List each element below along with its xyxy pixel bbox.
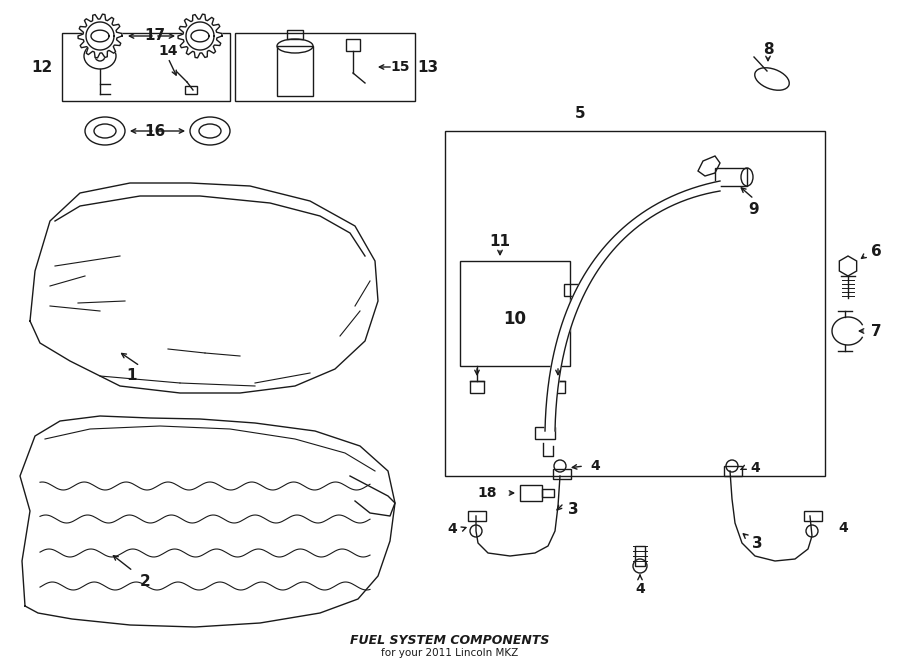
Bar — [287, 30, 303, 39]
Polygon shape — [840, 256, 857, 276]
Text: 14: 14 — [158, 44, 178, 58]
Bar — [724, 466, 742, 476]
Text: 4: 4 — [750, 461, 760, 475]
Text: 13: 13 — [418, 59, 438, 75]
Polygon shape — [178, 14, 222, 58]
Bar — [470, 381, 484, 393]
Circle shape — [129, 220, 161, 252]
Text: 15: 15 — [391, 60, 410, 74]
Polygon shape — [698, 156, 720, 176]
Bar — [553, 469, 571, 479]
Polygon shape — [30, 183, 378, 393]
Bar — [346, 39, 360, 51]
Circle shape — [245, 566, 265, 586]
Circle shape — [315, 511, 325, 521]
Circle shape — [250, 571, 260, 581]
Text: 4: 4 — [447, 522, 457, 536]
Bar — [564, 284, 578, 296]
Circle shape — [191, 292, 219, 320]
Text: 6: 6 — [870, 243, 881, 258]
Text: 18: 18 — [478, 486, 497, 500]
Text: 11: 11 — [490, 233, 510, 249]
Bar — [277, 46, 313, 96]
Circle shape — [113, 204, 177, 268]
Ellipse shape — [755, 68, 789, 91]
Circle shape — [243, 259, 327, 343]
Text: 3: 3 — [752, 535, 762, 551]
Text: 16: 16 — [144, 124, 166, 139]
Bar — [235, 33, 415, 101]
Bar — [715, 168, 747, 186]
Text: 4: 4 — [590, 459, 600, 473]
Bar — [445, 131, 825, 476]
Text: 10: 10 — [503, 310, 526, 328]
Bar — [468, 511, 486, 521]
Text: 17: 17 — [144, 28, 166, 44]
Text: 8: 8 — [762, 42, 773, 56]
Polygon shape — [78, 14, 122, 58]
Text: FUEL SYSTEM COMPONENTS: FUEL SYSTEM COMPONENTS — [350, 635, 550, 648]
Bar — [804, 511, 822, 521]
Bar — [535, 427, 555, 439]
Text: 2: 2 — [140, 574, 150, 588]
Circle shape — [263, 279, 307, 323]
Bar — [520, 485, 542, 501]
Bar — [542, 489, 554, 497]
Text: 3: 3 — [568, 502, 579, 516]
Polygon shape — [20, 416, 395, 627]
Bar — [185, 86, 197, 94]
Text: 1: 1 — [127, 368, 137, 383]
Circle shape — [70, 541, 90, 561]
Polygon shape — [545, 181, 720, 431]
Text: for your 2011 Lincoln MKZ: for your 2011 Lincoln MKZ — [382, 648, 518, 658]
Text: 4: 4 — [838, 521, 848, 535]
Text: 4: 4 — [635, 582, 645, 596]
Text: 12: 12 — [32, 59, 52, 75]
Text: 9: 9 — [749, 202, 760, 217]
Circle shape — [310, 506, 330, 526]
Bar — [635, 546, 645, 566]
Text: 5: 5 — [575, 106, 585, 120]
Bar — [551, 381, 565, 393]
Bar — [62, 33, 230, 101]
Circle shape — [75, 546, 85, 556]
Bar — [460, 261, 570, 366]
Text: 7: 7 — [870, 323, 881, 338]
